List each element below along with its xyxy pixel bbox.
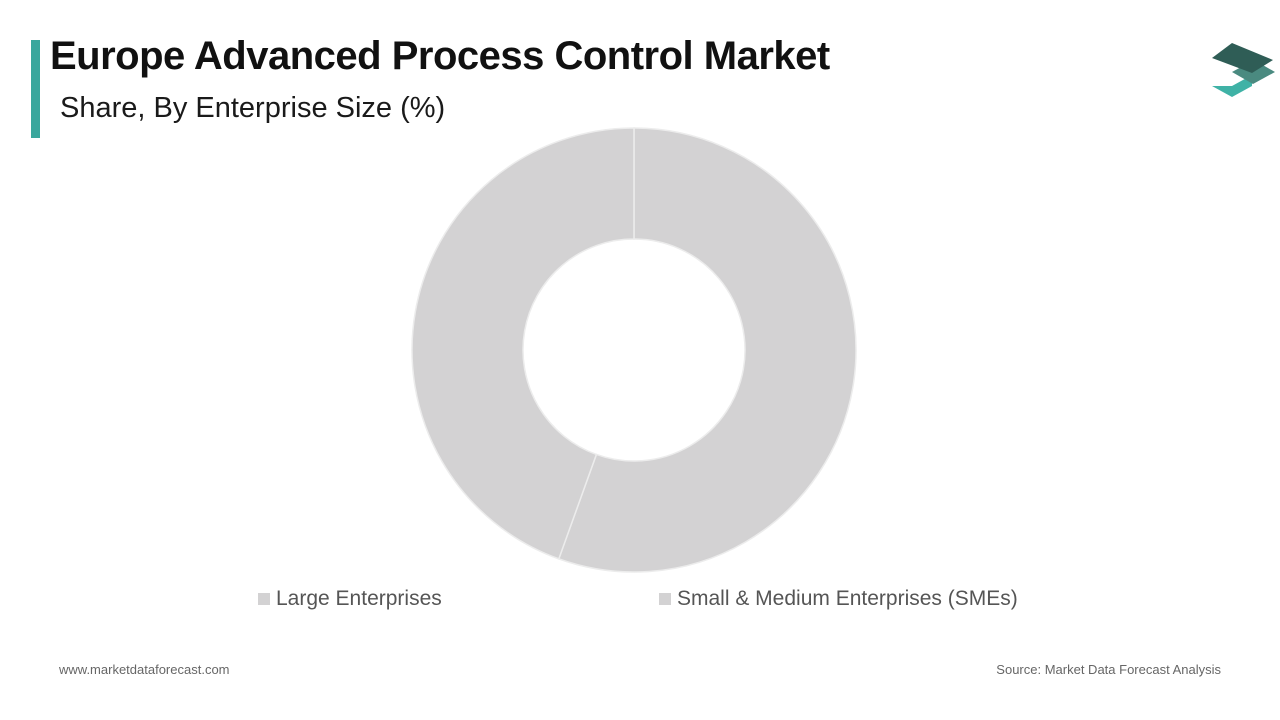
legend-label-large-enterprises: Large Enterprises <box>276 587 442 610</box>
footer-website: www.marketdataforecast.com <box>59 662 230 677</box>
title-accent-bar <box>31 40 40 138</box>
legend-swatch-large-enterprises <box>258 593 270 605</box>
donut-slice-large-enterprises <box>411 127 635 560</box>
layers-stack-icon <box>1212 43 1275 97</box>
donut-slice-smes <box>557 127 857 573</box>
page-title: Europe Advanced Process Control Market <box>50 34 830 78</box>
chart-subtitle: Share, By Enterprise Size (%) <box>60 92 446 124</box>
logo-layer-bottom <box>1212 75 1252 97</box>
legend-swatch-smes <box>659 593 671 605</box>
footer-source: Source: Market Data Forecast Analysis <box>996 662 1221 677</box>
logo-layer-top <box>1212 43 1273 73</box>
legend-item-large-enterprises: Large Enterprises <box>258 587 442 611</box>
legend-item-smes: Small & Medium Enterprises (SMEs) <box>659 587 1018 611</box>
legend-label-smes: Small & Medium Enterprises (SMEs) <box>677 587 1018 610</box>
